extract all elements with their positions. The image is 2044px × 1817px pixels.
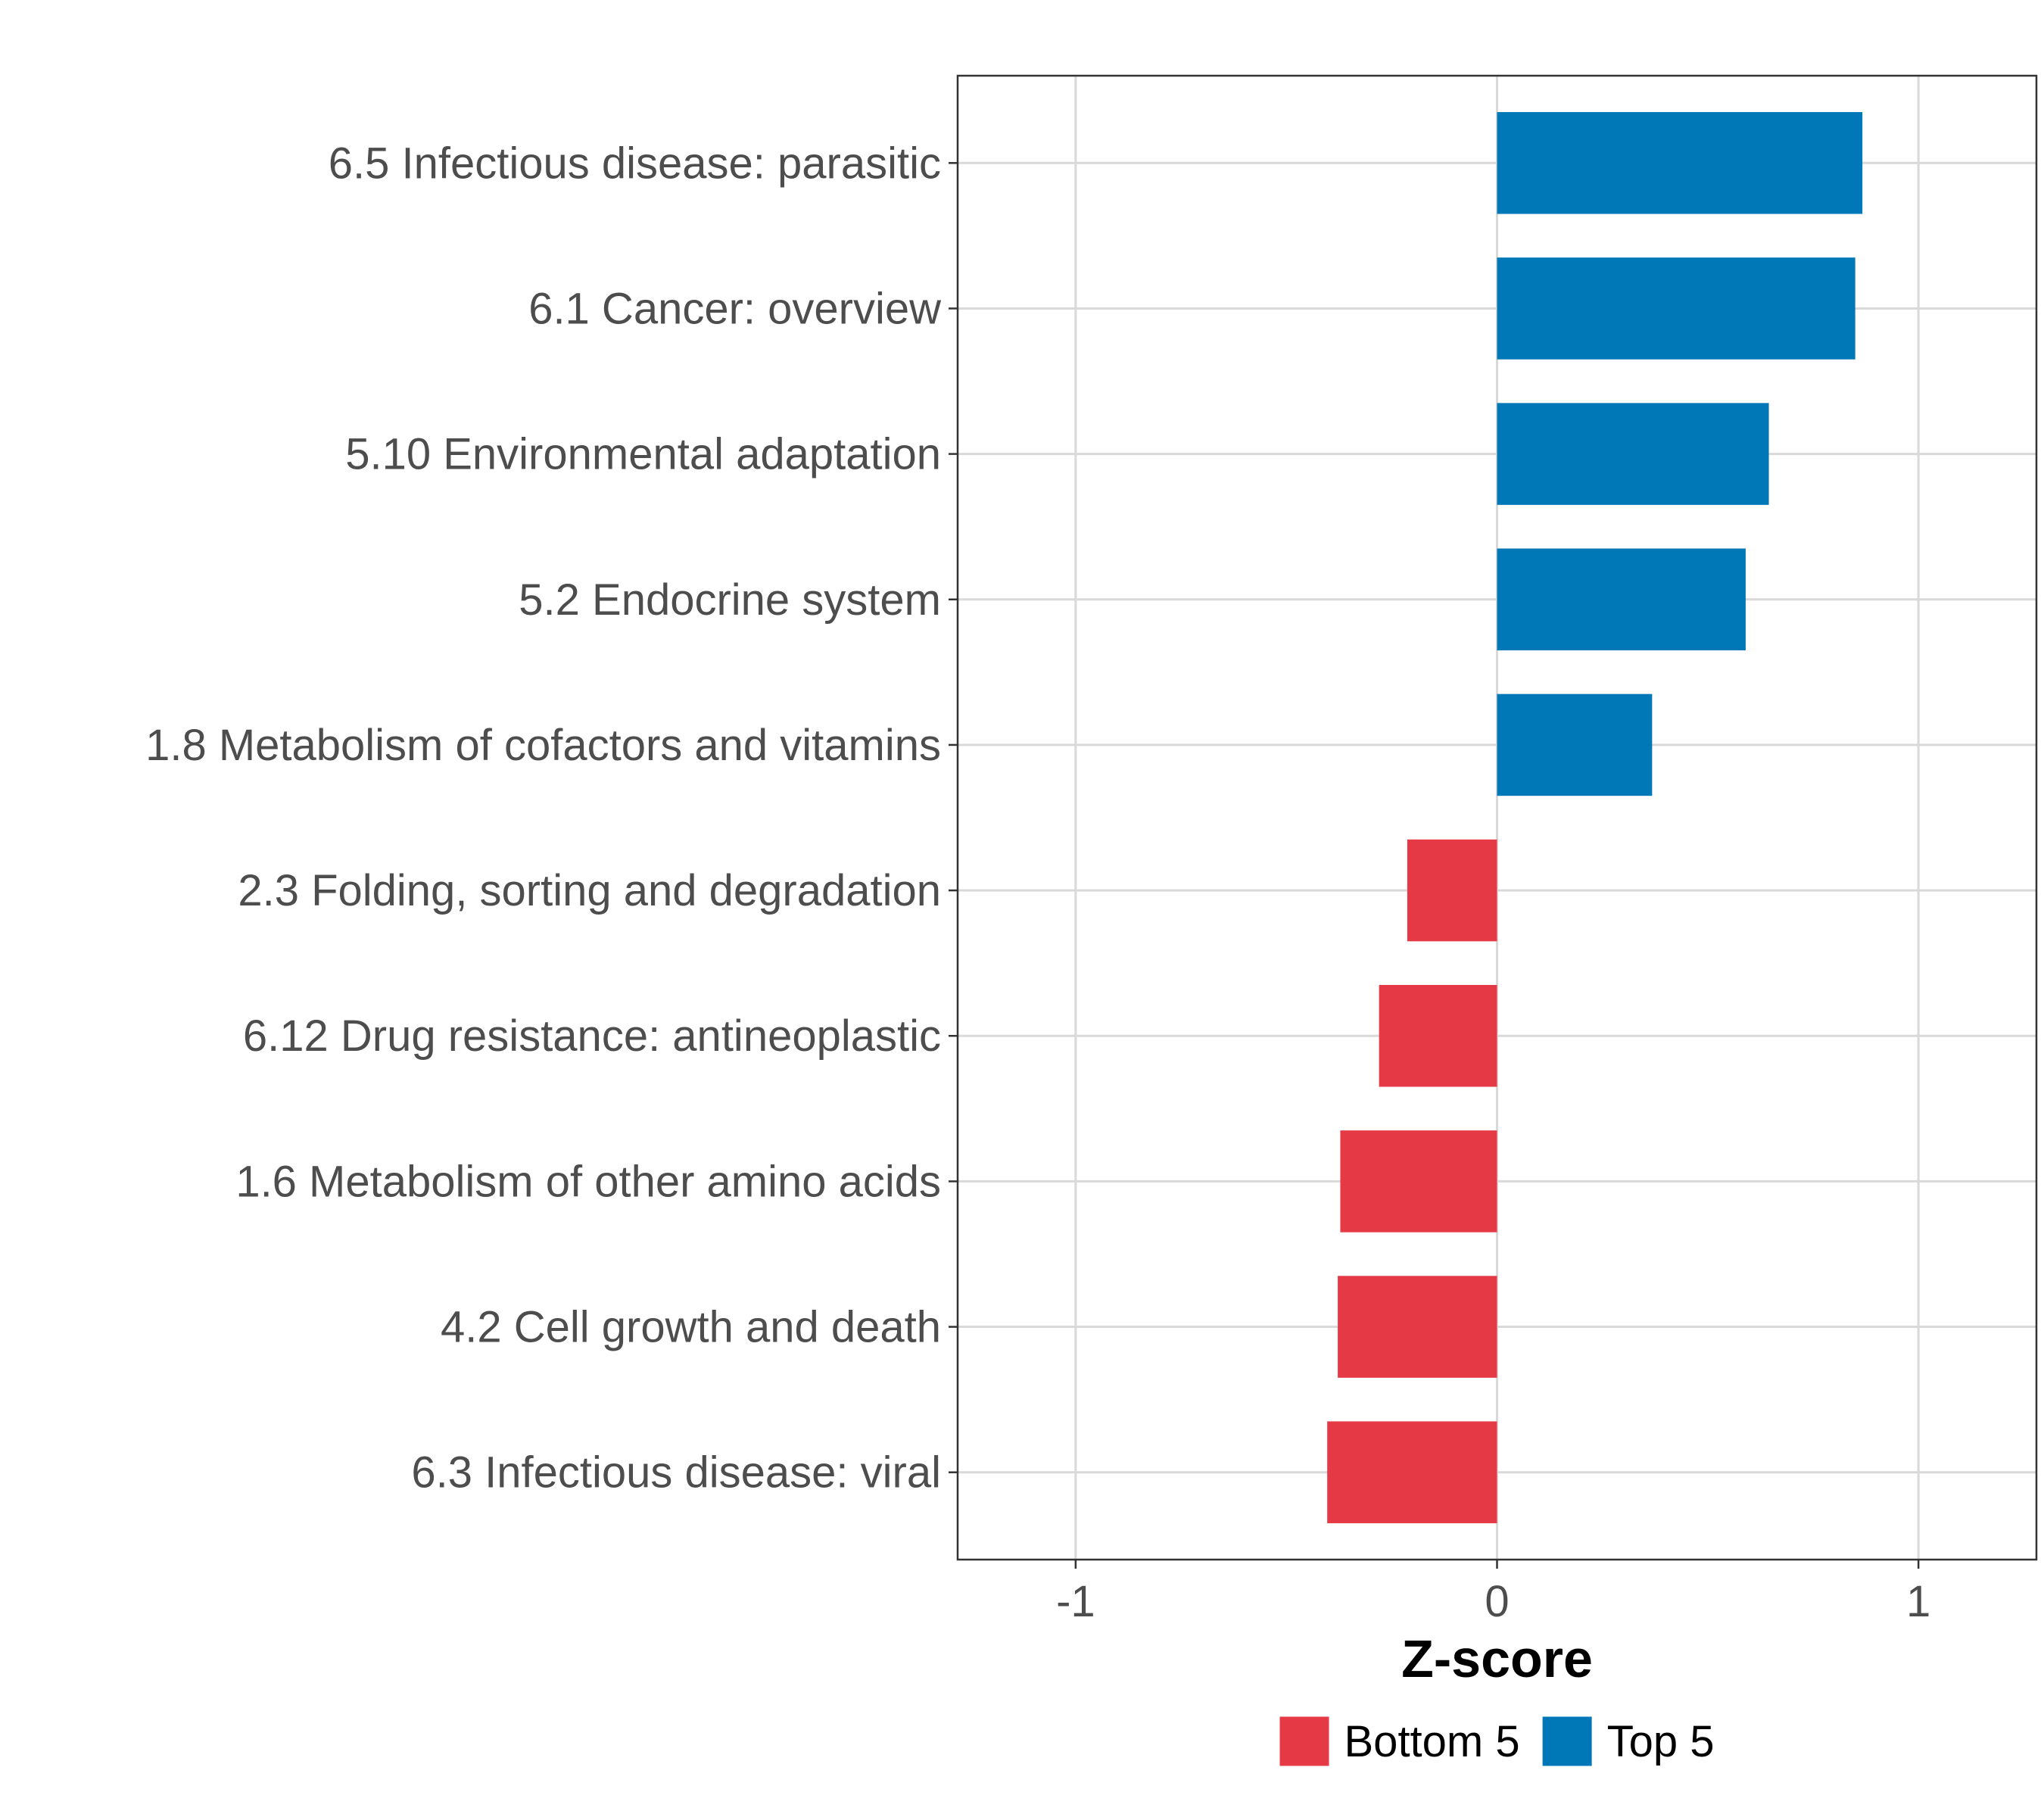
y-tick-label-3: 5.2 Endocrine system	[519, 575, 941, 625]
y-tick-label-6: 6.12 Drug resistance: antineoplastic	[243, 1011, 941, 1061]
y-tick-label-1: 6.1 Cancer: overview	[528, 284, 942, 333]
bar-0	[1497, 112, 1863, 214]
legend-label-0: Bottom 5	[1344, 1717, 1520, 1766]
y-axis: 6.5 Infectious disease: parasitic 6.1 Can…	[145, 139, 958, 1498]
bar-4	[1497, 693, 1653, 796]
y-tick-label-0: 6.5 Infectious disease: parasitic	[329, 139, 941, 188]
y-tick-label-8: 4.2 Cell growth and death	[441, 1303, 941, 1352]
x-tick-label-2: 1	[1906, 1577, 1930, 1626]
x-tick-label-1: 0	[1485, 1577, 1509, 1626]
legend-swatch-1	[1542, 1716, 1592, 1766]
y-tick-label-5: 2.3 Folding, sorting and degradation	[238, 866, 941, 915]
bar-5	[1407, 839, 1497, 942]
bar-8	[1338, 1276, 1497, 1378]
y-tick-label-9: 6.3 Infectious disease: viral	[411, 1448, 941, 1498]
x-axis-title: Z-score	[1401, 1629, 1593, 1688]
legend-label-1: Top 5	[1607, 1717, 1715, 1766]
y-tick-label-4: 1.8 Metabolism of cofactors and vitamins	[145, 721, 941, 770]
x-axis: -1 0 1	[1056, 1560, 1930, 1626]
y-tick-label-2: 5.10 Environmental adaptation	[345, 430, 941, 479]
bar-1	[1497, 257, 1855, 360]
bar-7	[1340, 1130, 1497, 1233]
y-tick-label-7: 1.6 Metabolism of other amino acids	[235, 1157, 941, 1206]
bar-9	[1327, 1421, 1497, 1523]
bar-3	[1497, 548, 1746, 651]
bars-layer	[1327, 112, 1863, 1523]
bar-2	[1497, 403, 1769, 505]
x-tick-label-0: -1	[1056, 1577, 1095, 1626]
legend-swatch-0	[1279, 1716, 1329, 1766]
legend: Bottom 5 Top 5	[1279, 1716, 1715, 1766]
bar-6	[1379, 984, 1497, 1087]
